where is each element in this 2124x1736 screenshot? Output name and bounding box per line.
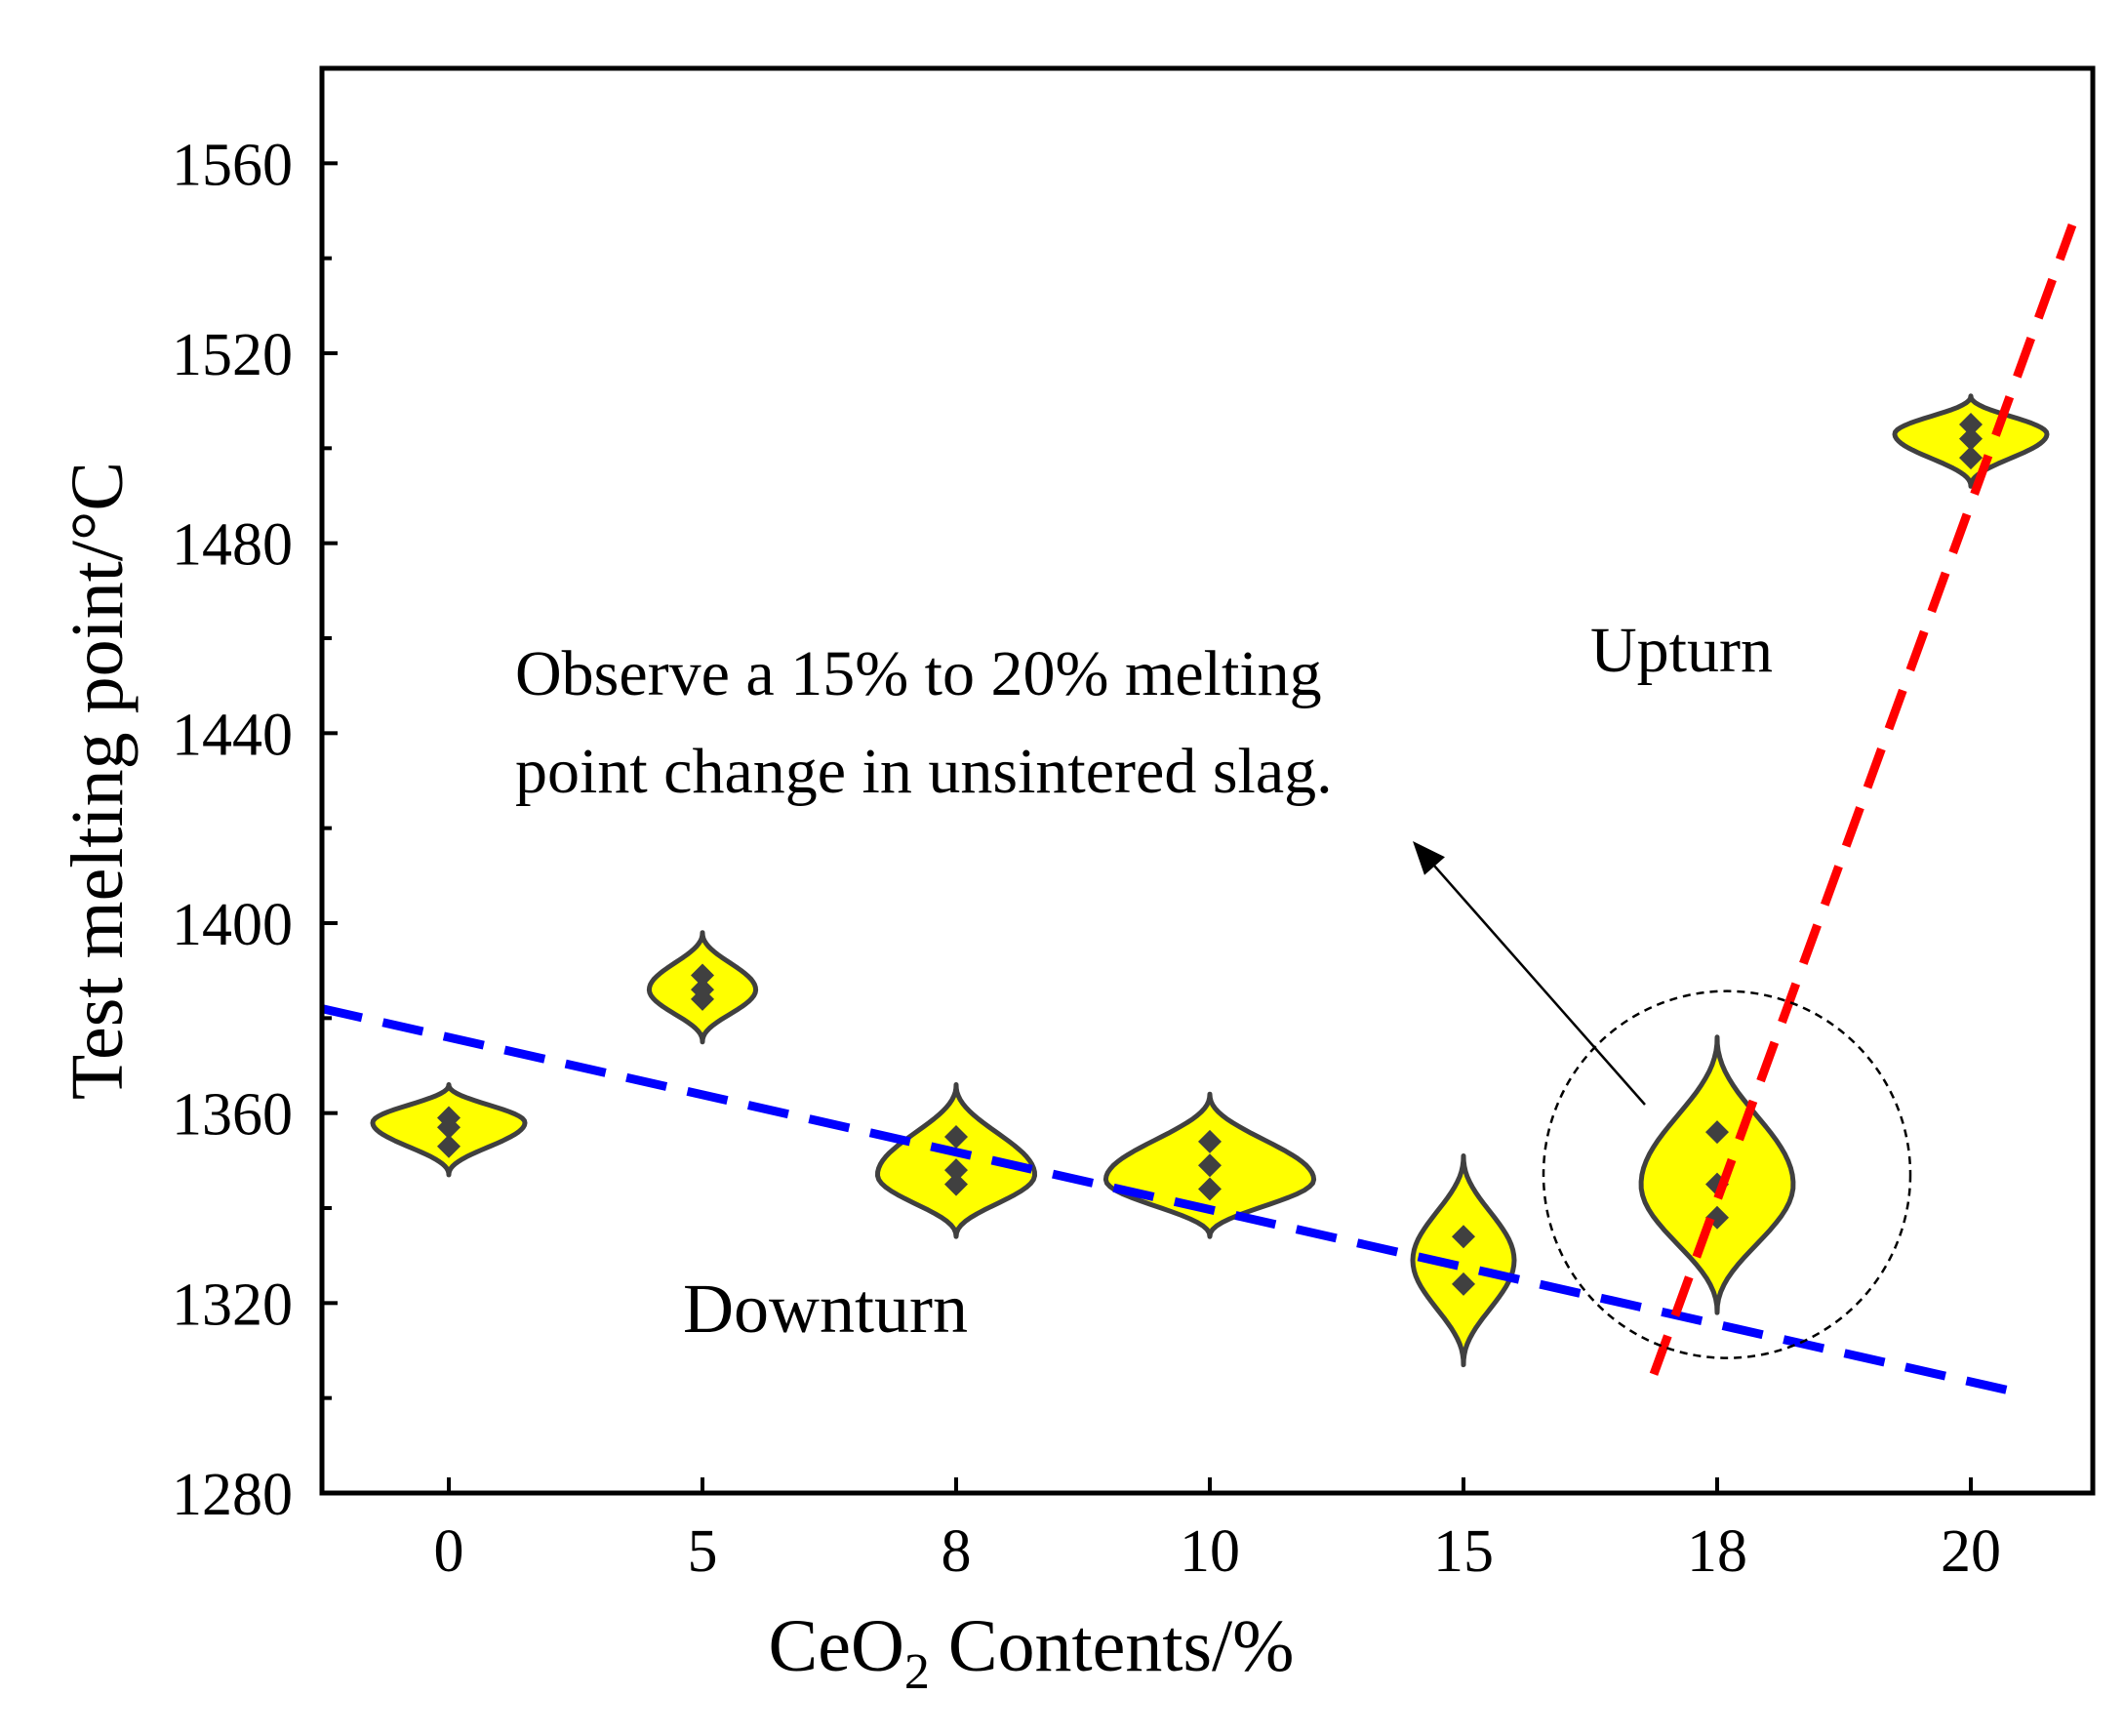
annotation-note-line2: point change in unsintered slag.: [515, 736, 1333, 807]
y-tick-label: 1280: [172, 1462, 293, 1528]
data-point: [944, 1158, 968, 1183]
x-tick-label: 20: [1941, 1518, 2001, 1585]
y-tick-label: 1400: [172, 892, 293, 958]
data-point: [1452, 1272, 1475, 1296]
downturn-trend-line: [321, 1004, 2023, 1398]
violin-layer: [370, 393, 2050, 1368]
data-point: [691, 963, 714, 988]
x-axis: 0 5 8 10 15 18 20: [434, 1477, 2001, 1585]
data-point: [1959, 413, 1983, 436]
data-point: [944, 1125, 968, 1149]
data-point: [1452, 1225, 1475, 1249]
annotation-arrow-head: [1413, 841, 1445, 875]
trend-lines: [321, 223, 2077, 1398]
data-point: [437, 1134, 461, 1158]
y-tick-label: 1360: [172, 1082, 293, 1149]
y-tick-label: 1520: [172, 322, 293, 388]
x-axis-label: CeO2 Contents/%: [769, 1605, 1295, 1700]
data-point: [1198, 1153, 1222, 1178]
data-point: [1705, 1120, 1729, 1145]
data-point: [944, 1172, 968, 1196]
x-axis-label-tail: Contents/%: [930, 1605, 1295, 1687]
data-point: [437, 1106, 461, 1130]
data-point: [1959, 426, 1983, 451]
plot-frame: [319, 65, 2096, 1496]
y-axis-label: Test melting point/°C: [57, 462, 139, 1100]
x-tick-label: 5: [688, 1518, 718, 1585]
highlight-circle: [1542, 989, 1912, 1359]
data-point: [1198, 1177, 1222, 1201]
annotation-layer: [1413, 841, 1912, 1359]
y-tick-label: 1440: [172, 702, 293, 768]
x-tick-label: 18: [1687, 1518, 1747, 1585]
x-tick-label: 8: [942, 1518, 972, 1585]
y-tick-label: 1480: [172, 512, 293, 579]
x-tick-label: 10: [1180, 1518, 1240, 1585]
x-tick-label: 0: [434, 1518, 464, 1585]
annotation-note-line1: Observe a 15% to 20% melting: [515, 638, 1322, 709]
data-point: [691, 978, 714, 1002]
data-point: [1959, 446, 1983, 470]
x-tick-label: 15: [1433, 1518, 1494, 1585]
violin-body: [1410, 1152, 1517, 1368]
y-tick-label: 1560: [172, 132, 293, 198]
x-axis-label-subscript: 2: [904, 1644, 930, 1700]
annotation-downturn: Downturn: [683, 1270, 968, 1348]
data-point: [1198, 1129, 1222, 1153]
upturn-trend-line: [1649, 223, 2077, 1376]
x-axis-label-main: CeO: [769, 1605, 904, 1687]
y-tick-label: 1320: [172, 1272, 293, 1338]
y-axis: 1280 1320 1360 1400 1440 1480 1520 1560: [172, 66, 338, 1528]
annotation-arrow-line: [1425, 856, 1646, 1106]
annotation-upturn: Upturn: [1590, 615, 1773, 686]
